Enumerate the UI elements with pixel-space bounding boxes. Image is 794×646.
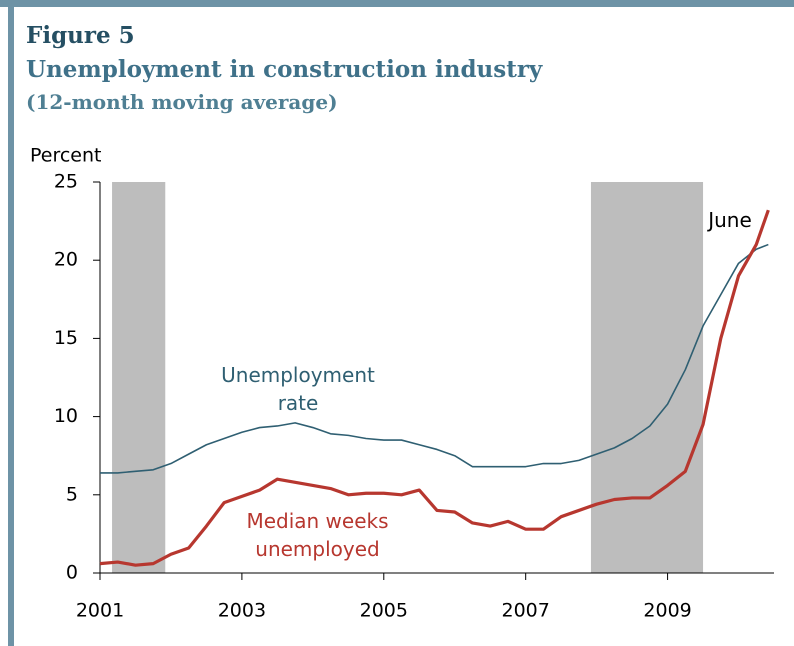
annotation: June <box>708 208 752 232</box>
series-line <box>99 209 770 567</box>
y-tick-label: 15 <box>54 327 78 349</box>
note: (12-month moving average) <box>26 90 338 114</box>
subtitle: Unemployment in construction industry <box>26 56 543 83</box>
recession-band <box>112 182 166 573</box>
title: Figure 5 <box>26 22 135 49</box>
y-tick-label: 20 <box>54 249 78 271</box>
series-line <box>100 243 769 474</box>
y-axis-label: Percent <box>30 145 102 167</box>
x-tick-label: 2003 <box>218 600 266 622</box>
x-tick-label: 2001 <box>76 600 124 622</box>
top-border <box>0 0 794 7</box>
series-label: Unemployment rate <box>221 363 375 415</box>
x-tick-label: 2007 <box>502 600 550 622</box>
y-tick-label: 10 <box>54 405 78 427</box>
y-tick-label: 0 <box>66 562 78 584</box>
series-label: Median weeks unemployed <box>246 509 389 561</box>
y-tick-label: 5 <box>66 483 78 505</box>
left-border <box>8 7 14 646</box>
y-tick-label: 25 <box>54 171 78 193</box>
x-tick-label: 2009 <box>643 600 691 622</box>
x-tick-label: 2005 <box>360 600 408 622</box>
recession-band <box>590 182 704 573</box>
